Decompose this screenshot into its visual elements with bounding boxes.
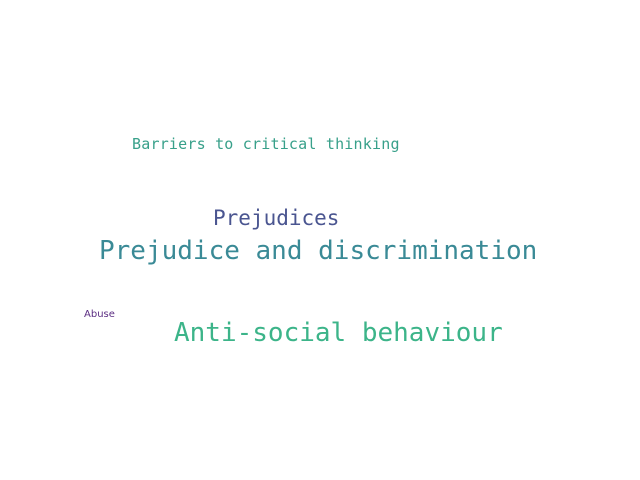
word-abuse: Abuse: [84, 309, 115, 320]
word-prejudices: Prejudices: [213, 206, 340, 230]
word-barriers-to-critical-thinking: Barriers to critical thinking: [132, 135, 400, 153]
word-anti-social-behaviour: Anti-social behaviour: [174, 318, 503, 348]
word-prejudice-and-discrimination: Prejudice and discrimination: [99, 236, 538, 266]
